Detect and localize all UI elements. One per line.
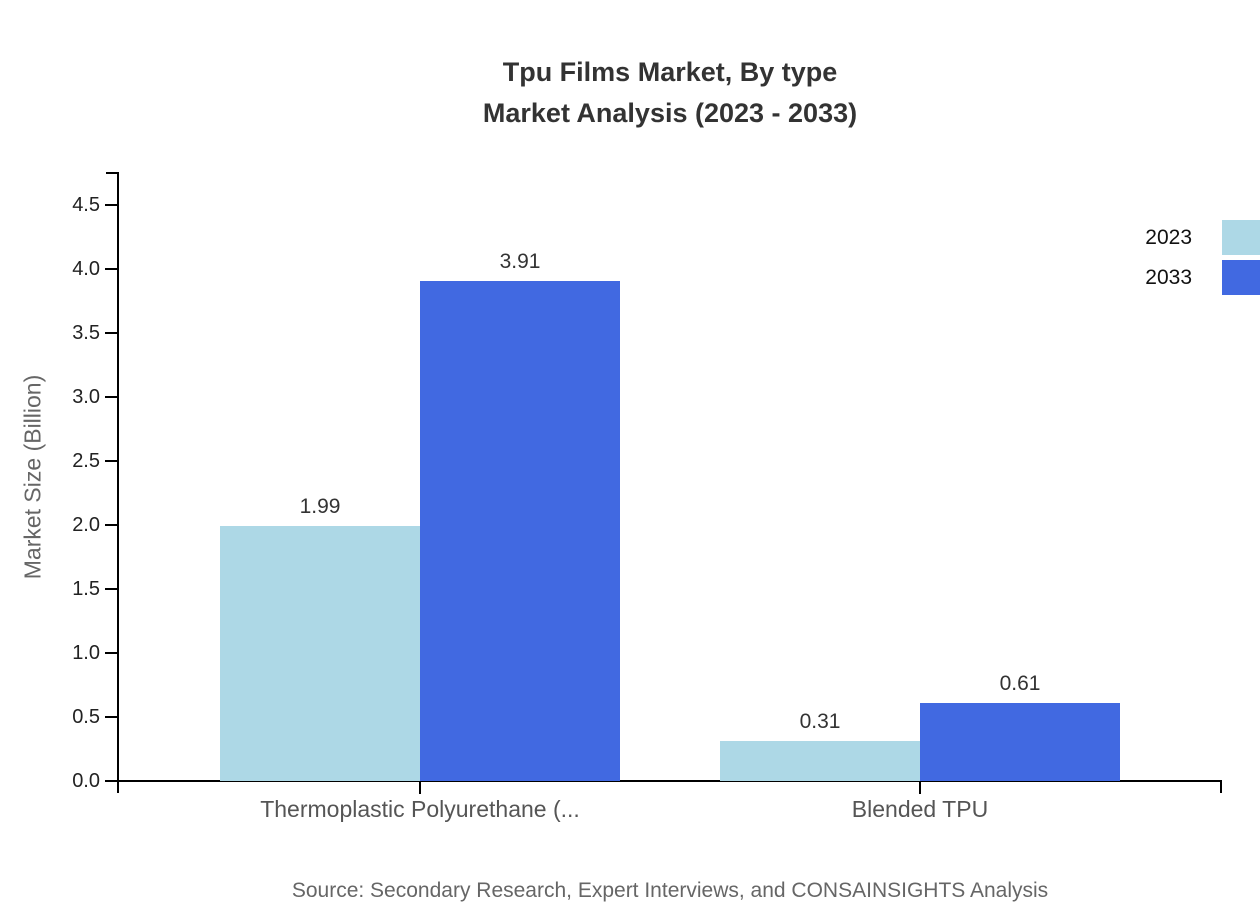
y-tick-label: 2.0 xyxy=(72,514,100,536)
bar-value-label: 1.99 xyxy=(299,495,341,518)
y-tick-label: 2.5 xyxy=(72,450,100,472)
y-tick xyxy=(105,652,118,654)
x-tick xyxy=(919,782,921,794)
y-tick xyxy=(105,460,118,462)
category-label: Blended TPU xyxy=(851,796,989,822)
y-tick xyxy=(105,716,118,718)
y-axis-line xyxy=(117,172,119,793)
y-tick-label: 0.5 xyxy=(72,706,100,728)
bar-2023 xyxy=(720,741,920,781)
bar-2033 xyxy=(920,703,1120,781)
y-tick xyxy=(105,332,118,334)
category-label: Thermoplastic Polyurethane (... xyxy=(260,796,580,822)
y-tick-label: 3.0 xyxy=(72,386,100,408)
y-tick-label: 4.5 xyxy=(72,194,100,216)
source-note: Source: Secondary Research, Expert Inter… xyxy=(291,879,1049,902)
y-tick-label: 4.0 xyxy=(72,258,100,280)
y-tick-label: 3.5 xyxy=(72,322,100,344)
bar-value-label: 0.61 xyxy=(999,672,1041,695)
bar-2033 xyxy=(420,281,620,781)
y-tick xyxy=(105,396,118,398)
x-tick xyxy=(419,782,421,794)
y-tick xyxy=(105,524,118,526)
bar-value-label: 0.31 xyxy=(799,710,841,733)
y-tick xyxy=(105,268,118,270)
chart-title-line1: Tpu Films Market, By type xyxy=(502,57,838,87)
y-tick xyxy=(105,780,118,782)
y-tick-label: 0.0 xyxy=(72,770,100,792)
x-axis-line xyxy=(106,780,1222,782)
chart-title-line2: Market Analysis (2023 - 2033) xyxy=(482,98,858,128)
y-tick-label: 1.0 xyxy=(72,642,100,664)
y-tick xyxy=(105,204,118,206)
bar-value-label: 3.91 xyxy=(499,250,541,273)
y-axis-outer-tick xyxy=(106,172,118,174)
y-tick-label: 1.5 xyxy=(72,578,100,600)
x-axis-outer-tick xyxy=(1220,780,1222,793)
bar-2023 xyxy=(220,526,420,781)
y-tick xyxy=(105,588,118,590)
chart-title: Tpu Films Market, By type Market Analysi… xyxy=(118,52,1222,134)
